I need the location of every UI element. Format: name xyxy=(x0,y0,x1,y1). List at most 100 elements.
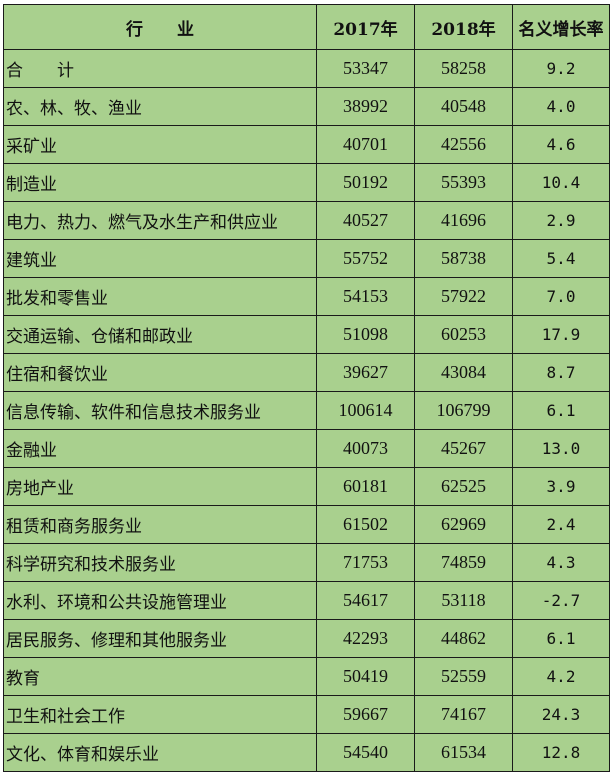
industry-cell: 合 计 xyxy=(3,49,317,88)
value-2017-cell: 51098 xyxy=(316,315,415,354)
table-row: 居民服务、修理和其他服务业 42293 44862 6.1 xyxy=(3,619,610,658)
table-row: 住宿和餐饮业 39627 43084 8.7 xyxy=(3,353,610,392)
header-industry: 行 业 xyxy=(3,4,317,50)
value-2017-cell: 53347 xyxy=(316,49,415,88)
table-row: 合 计 53347 58258 9.2 xyxy=(3,49,610,88)
growth-cell: 4.3 xyxy=(512,543,610,582)
value-2017-cell: 59667 xyxy=(316,695,415,734)
value-2017-cell: 50192 xyxy=(316,163,415,202)
value-2018-cell: 42556 xyxy=(414,125,513,164)
growth-cell: 10.4 xyxy=(512,163,610,202)
industry-cell: 房地产业 xyxy=(3,467,317,506)
industry-cell: 电力、热力、燃气及水生产和供应业 xyxy=(3,201,317,240)
table-row: 租赁和商务服务业 61502 62969 2.4 xyxy=(3,505,610,544)
value-2017-cell: 38992 xyxy=(316,87,415,126)
table-row: 电力、热力、燃气及水生产和供应业 40527 41696 2.9 xyxy=(3,201,610,240)
growth-cell: 4.2 xyxy=(512,657,610,696)
growth-cell: 6.1 xyxy=(512,619,610,658)
header-2018: 2018年 xyxy=(414,4,513,50)
growth-cell: 2.4 xyxy=(512,505,610,544)
value-2018-cell: 74167 xyxy=(414,695,513,734)
industry-cell: 科学研究和技术服务业 xyxy=(3,543,317,582)
industry-cell: 信息传输、软件和信息技术服务业 xyxy=(3,391,317,430)
value-2018-cell: 55393 xyxy=(414,163,513,202)
industry-cell: 金融业 xyxy=(3,429,317,468)
table-row: 信息传输、软件和信息技术服务业 100614 106799 6.1 xyxy=(3,391,610,430)
value-2018-cell: 41696 xyxy=(414,201,513,240)
wage-table: 行 业 2017年 2018年 名义增长率 合 计 53347 58258 9.2 农、… xyxy=(3,4,610,772)
growth-cell: 13.0 xyxy=(512,429,610,468)
header-growth: 名义增长率 xyxy=(512,4,610,50)
growth-cell: 4.6 xyxy=(512,125,610,164)
table-row: 科学研究和技术服务业 71753 74859 4.3 xyxy=(3,543,610,582)
industry-cell: 建筑业 xyxy=(3,239,317,278)
table-row: 采矿业 40701 42556 4.6 xyxy=(3,125,610,164)
value-2018-cell: 62525 xyxy=(414,467,513,506)
value-2017-cell: 55752 xyxy=(316,239,415,278)
growth-cell: 2.9 xyxy=(512,201,610,240)
table-row: 文化、体育和娱乐业 54540 61534 12.8 xyxy=(3,733,610,772)
value-2017-cell: 40701 xyxy=(316,125,415,164)
table-row: 教育 50419 52559 4.2 xyxy=(3,657,610,696)
value-2018-cell: 62969 xyxy=(414,505,513,544)
growth-cell: 24.3 xyxy=(512,695,610,734)
table-row: 批发和零售业 54153 57922 7.0 xyxy=(3,277,610,316)
industry-cell: 水利、环境和公共设施管理业 xyxy=(3,581,317,620)
value-2018-cell: 57922 xyxy=(414,277,513,316)
value-2018-cell: 44862 xyxy=(414,619,513,658)
industry-cell: 交通运输、仓储和邮政业 xyxy=(3,315,317,354)
value-2017-cell: 42293 xyxy=(316,619,415,658)
growth-cell: -2.7 xyxy=(512,581,610,620)
table-row: 交通运输、仓储和邮政业 51098 60253 17.9 xyxy=(3,315,610,354)
value-2017-cell: 71753 xyxy=(316,543,415,582)
value-2017-cell: 54540 xyxy=(316,733,415,772)
value-2018-cell: 60253 xyxy=(414,315,513,354)
growth-cell: 17.9 xyxy=(512,315,610,354)
growth-cell: 5.4 xyxy=(512,239,610,278)
growth-cell: 8.7 xyxy=(512,353,610,392)
industry-cell: 卫生和社会工作 xyxy=(3,695,317,734)
growth-cell: 12.8 xyxy=(512,733,610,772)
growth-cell: 3.9 xyxy=(512,467,610,506)
value-2018-cell: 58738 xyxy=(414,239,513,278)
value-2018-cell: 74859 xyxy=(414,543,513,582)
table-row: 卫生和社会工作 59667 74167 24.3 xyxy=(3,695,610,734)
value-2017-cell: 61502 xyxy=(316,505,415,544)
value-2017-cell: 100614 xyxy=(316,391,415,430)
value-2017-cell: 40073 xyxy=(316,429,415,468)
growth-cell: 9.2 xyxy=(512,49,610,88)
growth-cell: 6.1 xyxy=(512,391,610,430)
table-row: 金融业 40073 45267 13.0 xyxy=(3,429,610,468)
value-2018-cell: 106799 xyxy=(414,391,513,430)
value-2018-cell: 40548 xyxy=(414,87,513,126)
industry-cell: 居民服务、修理和其他服务业 xyxy=(3,619,317,658)
industry-cell: 批发和零售业 xyxy=(3,277,317,316)
industry-cell: 住宿和餐饮业 xyxy=(3,353,317,392)
industry-cell: 教育 xyxy=(3,657,317,696)
value-2017-cell: 54617 xyxy=(316,581,415,620)
growth-cell: 7.0 xyxy=(512,277,610,316)
value-2017-cell: 39627 xyxy=(316,353,415,392)
industry-cell: 文化、体育和娱乐业 xyxy=(3,733,317,772)
value-2018-cell: 45267 xyxy=(414,429,513,468)
industry-cell: 租赁和商务服务业 xyxy=(3,505,317,544)
header-row: 行 业 2017年 2018年 名义增长率 xyxy=(3,4,610,50)
growth-cell: 4.0 xyxy=(512,87,610,126)
industry-cell: 采矿业 xyxy=(3,125,317,164)
value-2017-cell: 54153 xyxy=(316,277,415,316)
value-2017-cell: 50419 xyxy=(316,657,415,696)
table-row: 建筑业 55752 58738 5.4 xyxy=(3,239,610,278)
header-2017: 2017年 xyxy=(316,4,415,50)
value-2018-cell: 52559 xyxy=(414,657,513,696)
table-row: 水利、环境和公共设施管理业 54617 53118 -2.7 xyxy=(3,581,610,620)
industry-cell: 农、林、牧、渔业 xyxy=(3,87,317,126)
table-row: 农、林、牧、渔业 38992 40548 4.0 xyxy=(3,87,610,126)
value-2017-cell: 40527 xyxy=(316,201,415,240)
value-2018-cell: 53118 xyxy=(414,581,513,620)
value-2018-cell: 61534 xyxy=(414,733,513,772)
table-row: 制造业 50192 55393 10.4 xyxy=(3,163,610,202)
value-2017-cell: 60181 xyxy=(316,467,415,506)
value-2018-cell: 58258 xyxy=(414,49,513,88)
industry-cell: 制造业 xyxy=(3,163,317,202)
value-2018-cell: 43084 xyxy=(414,353,513,392)
